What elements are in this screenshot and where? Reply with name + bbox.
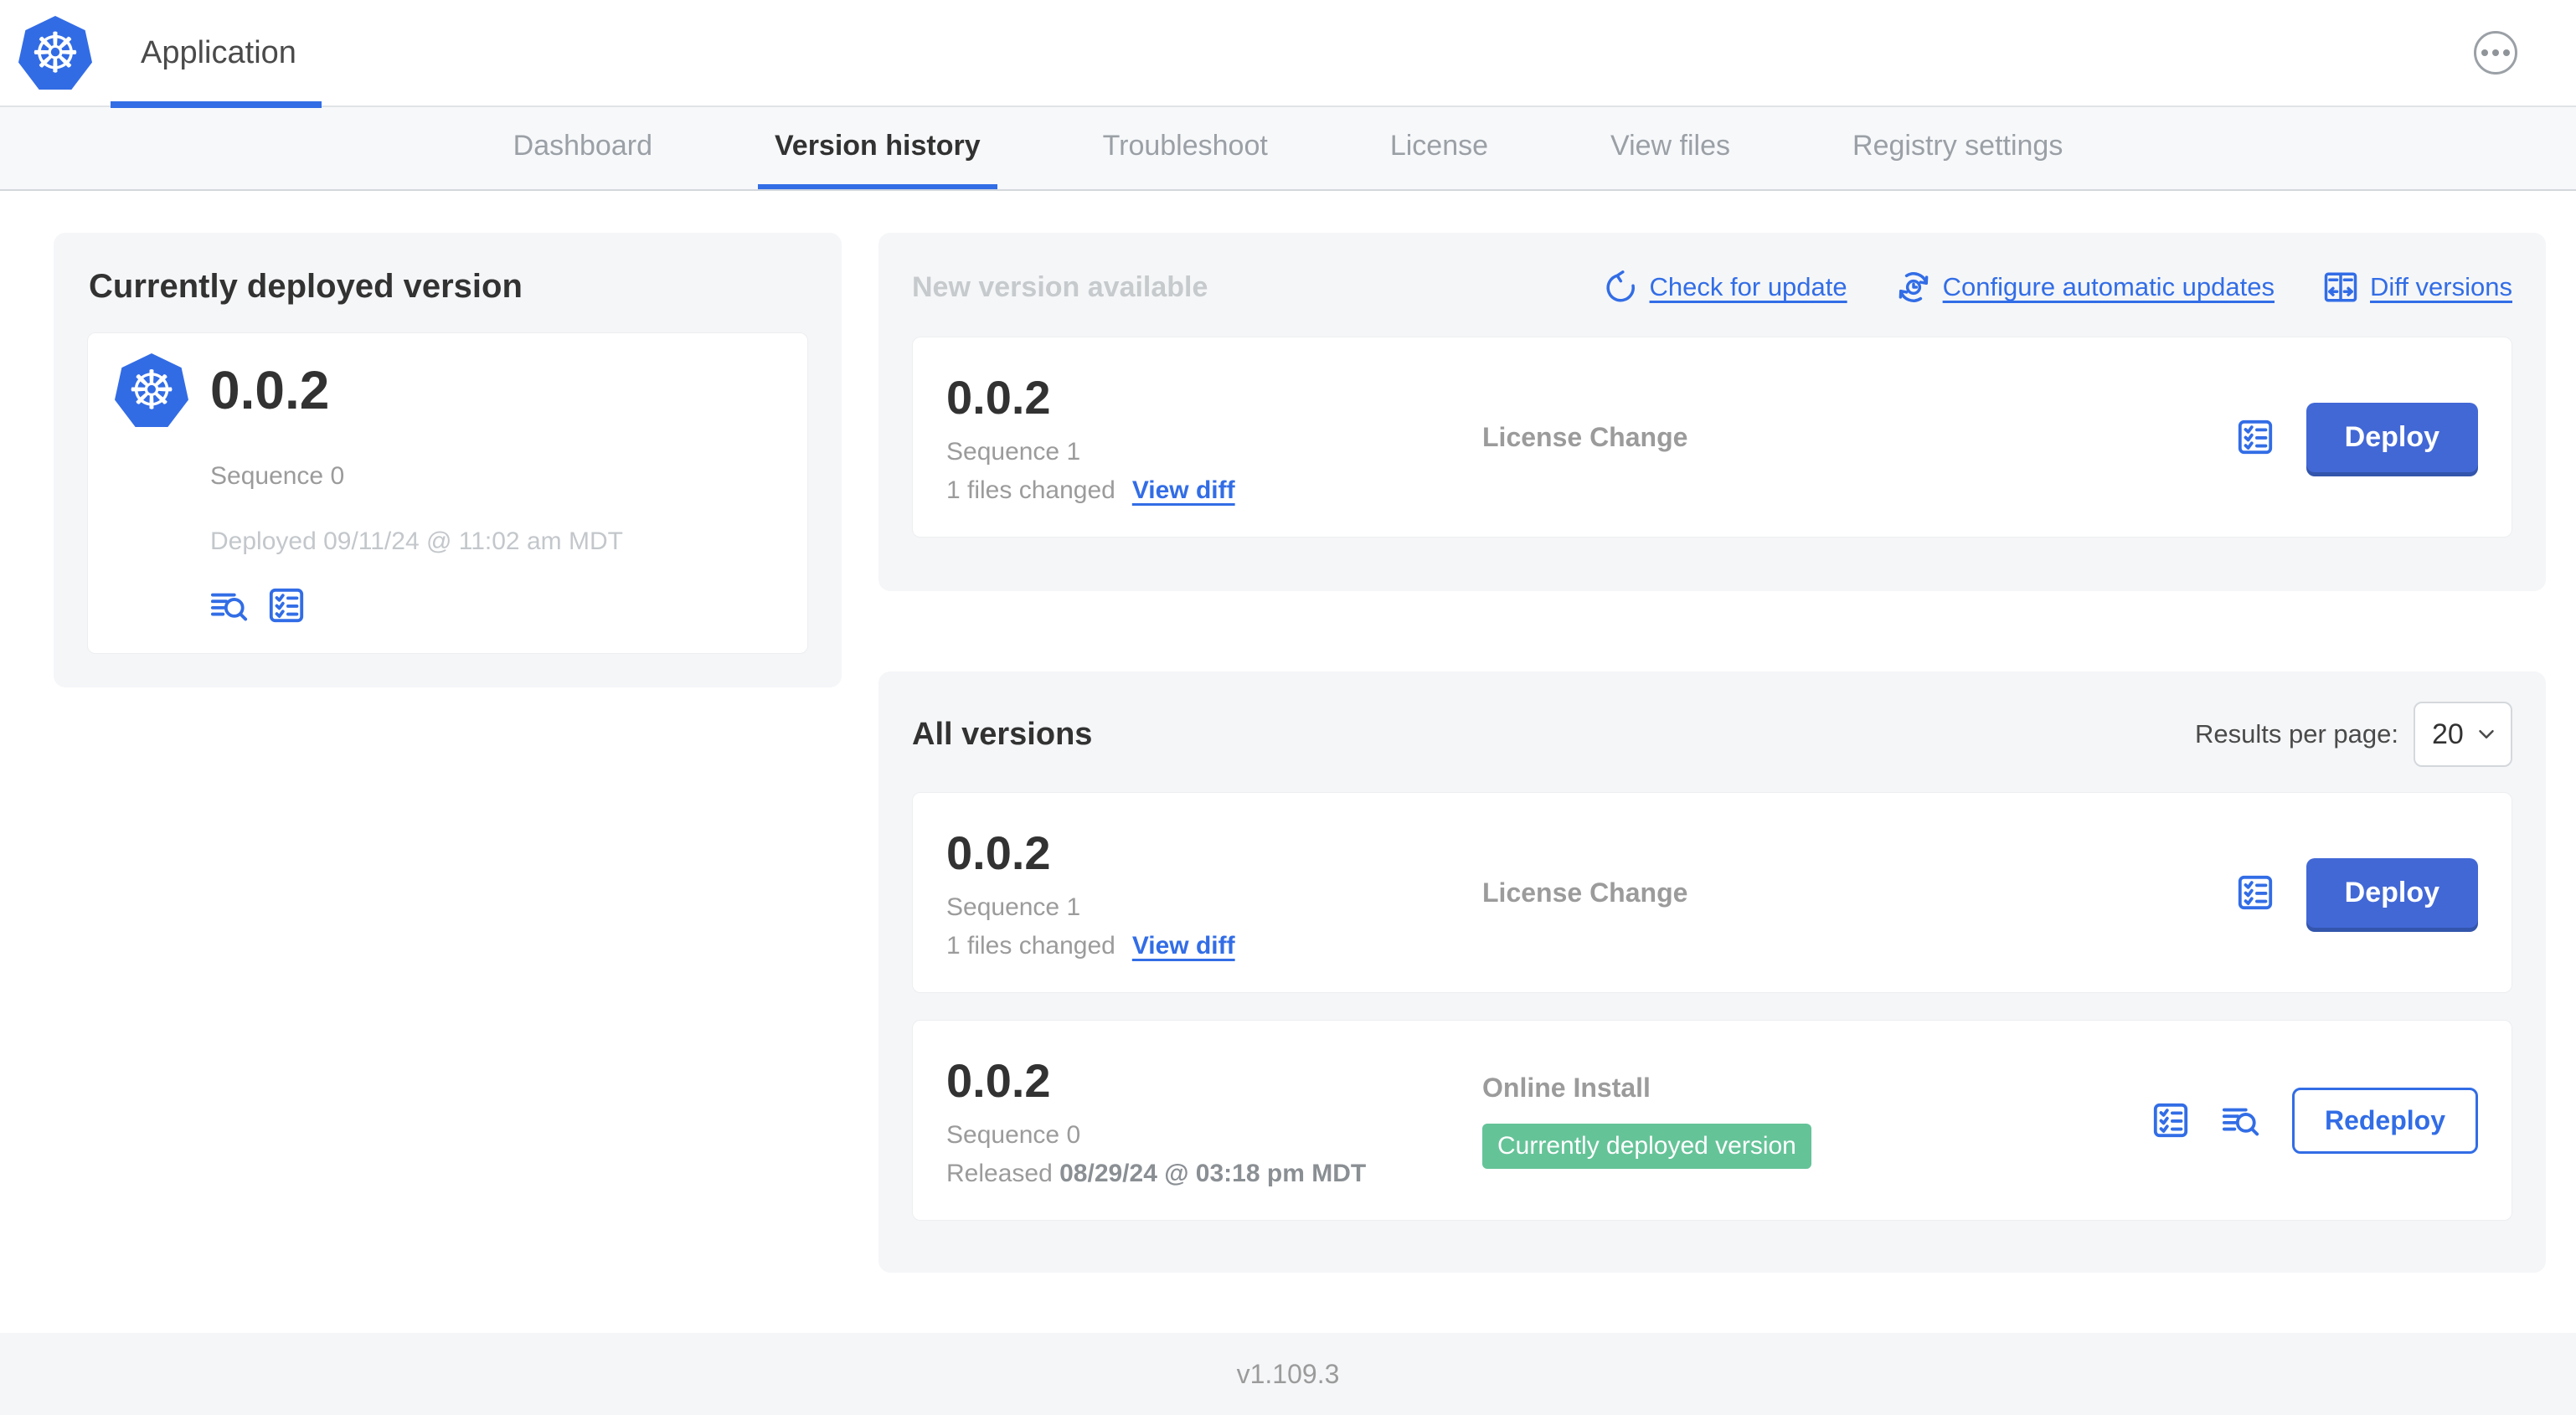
- app-tab-label: Application: [141, 34, 296, 70]
- version-source: Online Install Currently deployed versio…: [1482, 1073, 2151, 1169]
- currently-deployed-panel: Currently deployed version ☸ 0.0.2 Seque…: [54, 233, 842, 687]
- version-number: 0.0.2: [946, 826, 1051, 879]
- version-number: 0.0.2: [946, 370, 1051, 424]
- preflight-checklist-icon[interactable]: [2151, 1101, 2190, 1140]
- diff-versions-link[interactable]: Diff versions: [2323, 270, 2512, 305]
- preflight-checklist-icon[interactable]: [2236, 873, 2275, 912]
- files-changed-text: 1 files changed: [946, 476, 1115, 504]
- top-bar: ☸ Application: [0, 0, 2576, 108]
- deploy-button[interactable]: Deploy: [2306, 402, 2478, 472]
- new-version-title: New version available: [912, 270, 1208, 303]
- files-changed-text: 1 files changed: [946, 931, 1115, 960]
- check-for-update-link[interactable]: Check for update: [1603, 270, 1847, 305]
- new-version-card: 0.0.2 Sequence 1 1 files changed View di…: [912, 337, 2512, 538]
- version-row: 0.0.2 Sequence 1 1 files changed View di…: [912, 792, 2512, 993]
- view-diff-link[interactable]: View diff: [1131, 931, 1235, 960]
- tab-registry-settings[interactable]: Registry settings: [1852, 129, 2063, 162]
- main-content: Currently deployed version ☸ 0.0.2 Seque…: [0, 191, 2576, 1273]
- results-per-page-select[interactable]: 20: [2414, 702, 2512, 767]
- preflight-checklist-icon[interactable]: [267, 586, 306, 625]
- diff-icon: [2324, 272, 2357, 302]
- view-logs-icon[interactable]: [2222, 1101, 2260, 1140]
- deployed-sequence: Sequence 0: [210, 462, 345, 490]
- version-sequence: Sequence 0: [946, 1120, 1081, 1149]
- tab-troubleshoot[interactable]: Troubleshoot: [1102, 129, 1268, 162]
- results-per-page-label: Results per page:: [2195, 719, 2398, 749]
- app-icon: ☸: [115, 353, 188, 427]
- version-number: 0.0.2: [946, 1053, 1051, 1107]
- app-tab[interactable]: Application: [111, 0, 322, 108]
- tab-version-history[interactable]: Version history: [757, 107, 997, 189]
- tab-view-files[interactable]: View files: [1610, 129, 1731, 162]
- ellipsis-icon: [2481, 49, 2488, 56]
- results-per-page-value: 20: [2432, 718, 2464, 750]
- nav-tab-bar: Dashboard Version history Troubleshoot L…: [0, 107, 2576, 191]
- preflight-checklist-icon[interactable]: [2236, 418, 2275, 456]
- view-logs-icon[interactable]: [210, 586, 249, 625]
- kubernetes-logo-icon: ☸: [18, 16, 92, 90]
- released-timestamp: Released 08/29/24 @ 03:18 pm MDT: [946, 1159, 1367, 1187]
- version-sequence: Sequence 1: [946, 437, 1081, 466]
- source-text: Online Install: [1482, 1072, 1651, 1103]
- version-source: License Change: [1482, 877, 1688, 908]
- deploy-button[interactable]: Deploy: [2306, 857, 2478, 928]
- currently-deployed-title: Currently deployed version: [89, 268, 523, 305]
- configure-automatic-updates-link[interactable]: Configure automatic updates: [1896, 270, 2275, 305]
- all-versions-title: All versions: [912, 716, 1093, 752]
- footer: v1.109.3: [0, 1333, 2576, 1415]
- new-version-panel: New version available Check for update: [878, 233, 2546, 591]
- more-options-button[interactable]: [2474, 31, 2517, 75]
- currently-deployed-badge: Currently deployed version: [1482, 1123, 1811, 1169]
- currently-deployed-card: ☸ 0.0.2 Sequence 0 Deployed 09/11/24 @ 1…: [87, 332, 808, 654]
- redeploy-button[interactable]: Redeploy: [2291, 1087, 2478, 1154]
- console-version: v1.109.3: [1236, 1358, 1340, 1389]
- deployed-timestamp: Deployed 09/11/24 @ 11:02 am MDT: [210, 527, 623, 555]
- tab-license[interactable]: License: [1389, 129, 1489, 162]
- schedule-update-icon: [1899, 272, 1928, 302]
- version-sequence: Sequence 1: [946, 893, 1081, 921]
- deployed-version-number: 0.0.2: [210, 360, 330, 420]
- all-versions-panel: All versions Results per page: 20: [878, 671, 2546, 1273]
- right-column: New version available Check for update: [878, 233, 2546, 1273]
- chevron-down-icon: [2479, 730, 2494, 738]
- view-diff-link[interactable]: View diff: [1131, 476, 1235, 504]
- version-source: License Change: [1482, 421, 1688, 452]
- refresh-icon: [1605, 270, 1635, 302]
- tab-dashboard[interactable]: Dashboard: [513, 129, 652, 162]
- version-row: 0.0.2 Sequence 0 Released 08/29/24 @ 03:…: [912, 1020, 2512, 1221]
